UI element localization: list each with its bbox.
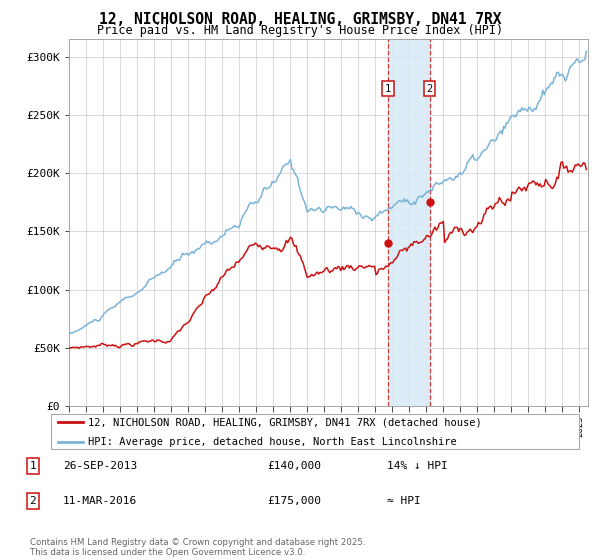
Text: 2024: 2024: [558, 415, 567, 437]
Text: Contains HM Land Registry data © Crown copyright and database right 2025.
This d: Contains HM Land Registry data © Crown c…: [30, 538, 365, 557]
Text: 2: 2: [29, 496, 37, 506]
Text: 2003: 2003: [200, 415, 209, 437]
Text: 2017: 2017: [439, 415, 448, 437]
Text: 1998: 1998: [116, 415, 125, 437]
Text: 1995: 1995: [65, 415, 74, 437]
Text: £175,000: £175,000: [267, 496, 321, 506]
Text: 2007: 2007: [269, 415, 278, 437]
Text: 1996: 1996: [82, 415, 91, 437]
Text: 2020: 2020: [490, 415, 499, 437]
Text: 12, NICHOLSON ROAD, HEALING, GRIMSBY, DN41 7RX (detached house): 12, NICHOLSON ROAD, HEALING, GRIMSBY, DN…: [88, 417, 482, 427]
Text: 2022: 2022: [524, 415, 533, 437]
Text: 2014: 2014: [388, 415, 397, 437]
Text: 2008: 2008: [286, 415, 295, 437]
Text: 2005: 2005: [235, 415, 244, 437]
Text: 1999: 1999: [133, 415, 142, 437]
Text: 12, NICHOLSON ROAD, HEALING, GRIMSBY, DN41 7RX: 12, NICHOLSON ROAD, HEALING, GRIMSBY, DN…: [99, 12, 501, 27]
Text: 2016: 2016: [422, 415, 431, 437]
Text: Price paid vs. HM Land Registry's House Price Index (HPI): Price paid vs. HM Land Registry's House …: [97, 24, 503, 37]
Text: 2: 2: [427, 83, 433, 94]
Text: 2000: 2000: [149, 415, 158, 437]
Text: 1: 1: [29, 461, 37, 471]
Text: ≈ HPI: ≈ HPI: [387, 496, 421, 506]
Text: 2001: 2001: [167, 415, 176, 437]
Text: 2023: 2023: [541, 415, 550, 437]
Text: 2011: 2011: [337, 415, 346, 437]
Text: 2021: 2021: [507, 415, 516, 437]
Text: HPI: Average price, detached house, North East Lincolnshire: HPI: Average price, detached house, Nort…: [88, 437, 457, 447]
Text: 1: 1: [385, 83, 391, 94]
Text: 2025: 2025: [575, 415, 584, 437]
Text: 2010: 2010: [320, 415, 329, 437]
Text: 2009: 2009: [303, 415, 312, 437]
Text: 2004: 2004: [218, 415, 227, 437]
Text: 2006: 2006: [251, 415, 260, 437]
Text: 2018: 2018: [456, 415, 465, 437]
Text: 2015: 2015: [405, 415, 414, 437]
Text: 1997: 1997: [98, 415, 107, 437]
Text: 2013: 2013: [371, 415, 380, 437]
Text: 2012: 2012: [354, 415, 363, 437]
Text: 26-SEP-2013: 26-SEP-2013: [63, 461, 137, 471]
Text: 2019: 2019: [473, 415, 482, 437]
FancyBboxPatch shape: [50, 414, 580, 449]
Text: £140,000: £140,000: [267, 461, 321, 471]
Text: 14% ↓ HPI: 14% ↓ HPI: [387, 461, 448, 471]
Text: 11-MAR-2016: 11-MAR-2016: [63, 496, 137, 506]
Bar: [388, 39, 430, 406]
Text: 2002: 2002: [184, 415, 193, 437]
